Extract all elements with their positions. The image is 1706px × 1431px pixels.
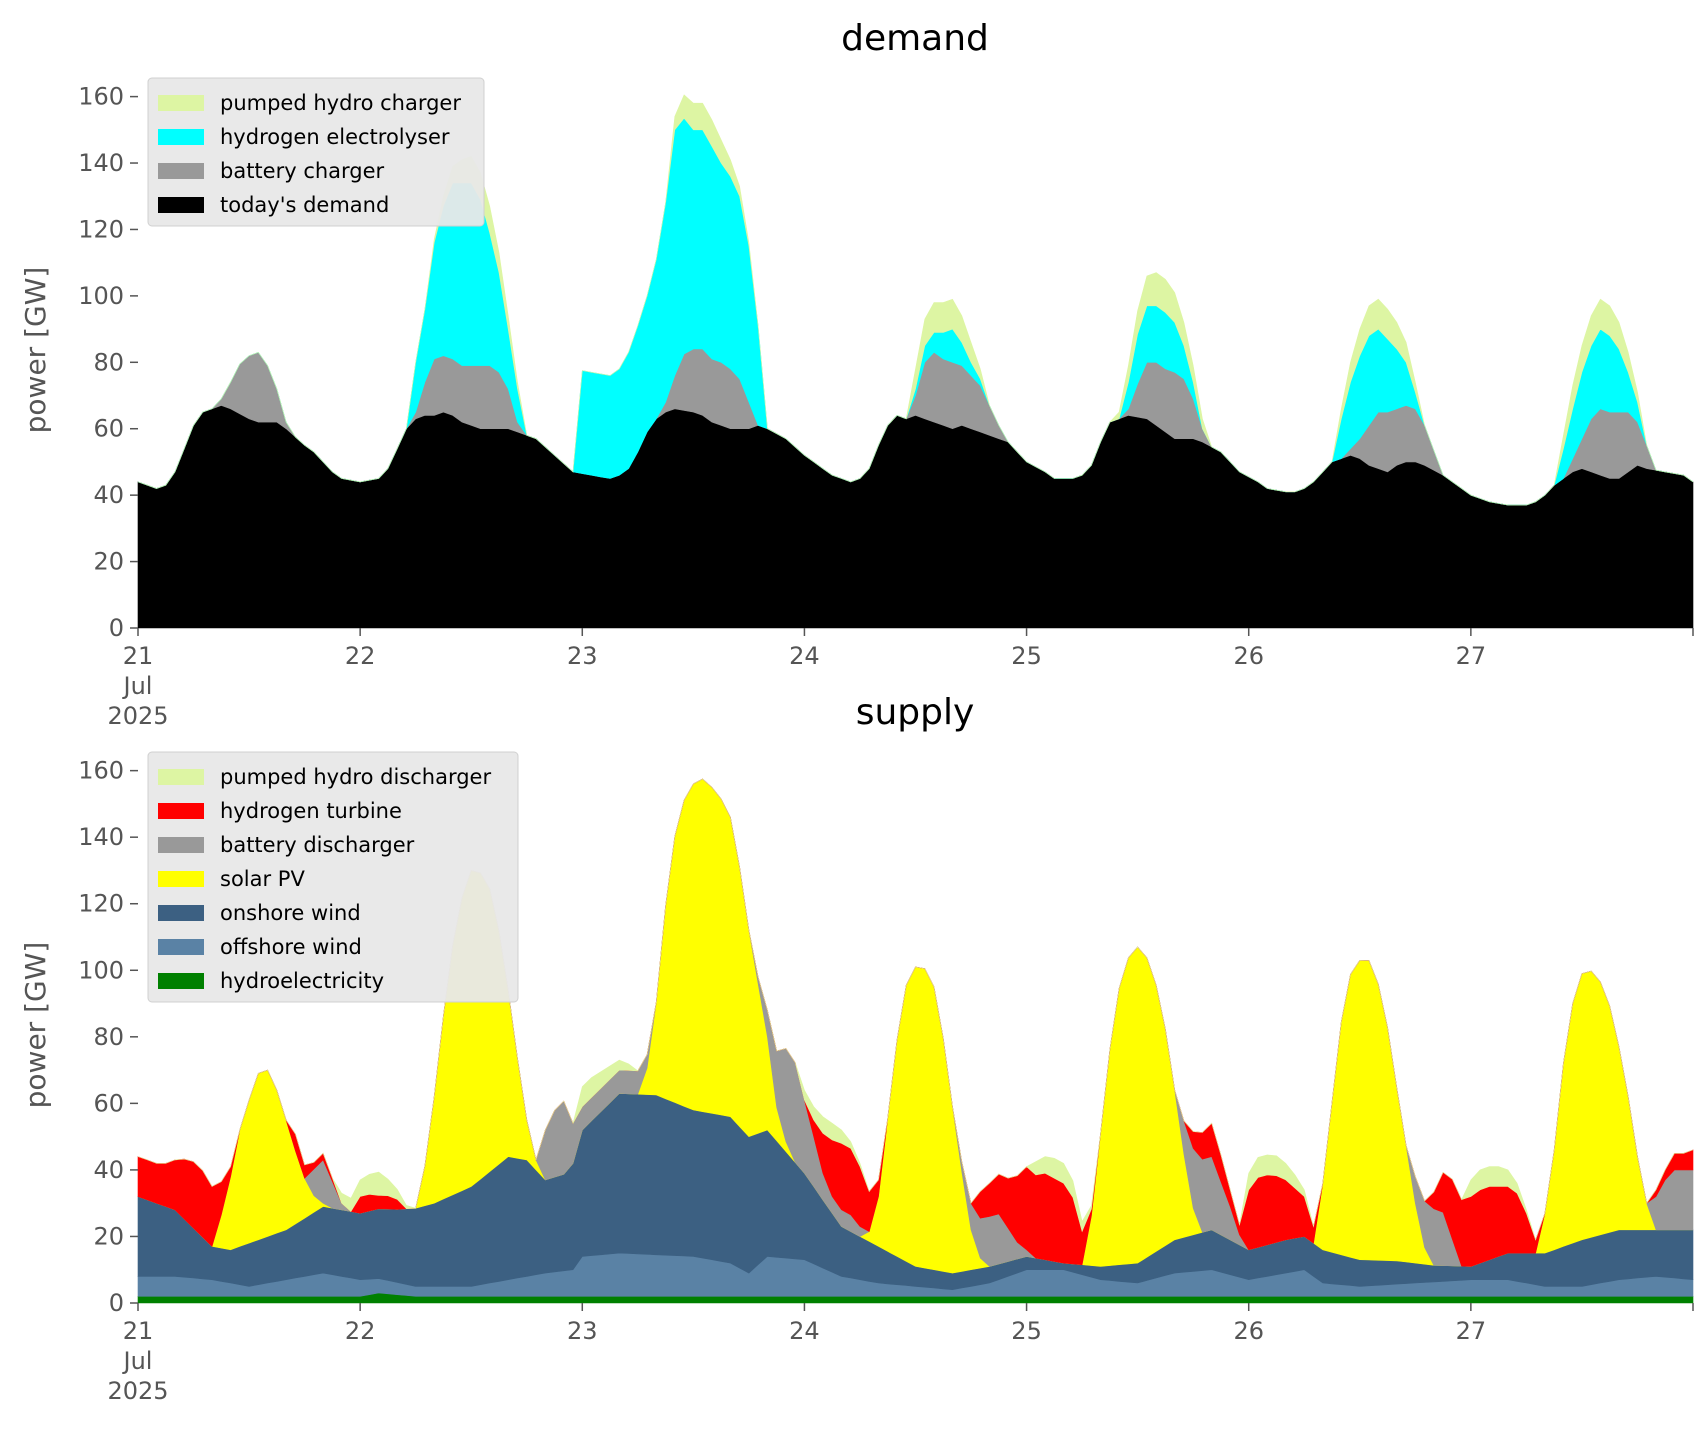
ytick-label: 40 [93, 481, 124, 509]
xtick-label: 21 [123, 642, 154, 670]
legend-box [147, 77, 485, 227]
legend-swatch-battery-discharger [158, 837, 204, 853]
legend-swatch-solar-pv [158, 871, 204, 887]
supply-panel: supply power [GW] 0 20 40 60 80 100 120 140 160 2… [19, 692, 1694, 1405]
ytick-label: 160 [78, 83, 124, 111]
ytick-label: 140 [78, 823, 124, 851]
area-pumped-hydro-charger [137, 94, 1694, 506]
ytick-label: 100 [78, 956, 124, 984]
ytick-label: 160 [78, 757, 124, 785]
legend-box [147, 751, 519, 1003]
xtick-label: 22 [345, 642, 376, 670]
legend-label-hydroelectricity: hydroelectricity [220, 969, 384, 993]
ytick-label: 140 [78, 149, 124, 177]
legend-label-pumped-hydro-discharger: pumped hydro discharger [220, 765, 491, 789]
legend-label-battery-discharger: battery discharger [220, 833, 415, 857]
xtick-label: Jul [122, 672, 153, 700]
xtick-label: 2025 [107, 702, 168, 730]
legend-swatch-today-s-demand [158, 197, 204, 213]
legend-label-today-s-demand: today's demand [220, 193, 389, 217]
supply-ylabel: power [GW] [19, 942, 52, 1109]
legend-label-pumped-hydro-charger: pumped hydro charger [220, 91, 461, 115]
demand-panel: demand power [GW] 0 20 40 60 80 100 120 140 160 2… [19, 18, 1694, 730]
ytick-label: 0 [109, 1289, 124, 1317]
supply-title: supply [856, 692, 975, 733]
xtick-label: 2025 [107, 1377, 168, 1405]
xtick-label: 26 [1233, 1317, 1264, 1345]
xtick-label: 23 [567, 642, 598, 670]
legend-swatch-pumped-hydro-discharger [158, 769, 204, 785]
legend-swatch-hydrogen-electrolyser [158, 129, 204, 145]
xtick-label: 24 [789, 642, 820, 670]
ytick-label: 60 [93, 415, 124, 443]
xtick-label: Jul [122, 1347, 153, 1375]
xtick-label: 25 [1011, 1317, 1042, 1345]
xtick-label: 25 [1011, 642, 1042, 670]
ytick-label: 120 [78, 890, 124, 918]
legend-swatch-hydroelectricity [158, 973, 204, 989]
legend-swatch-offshore-wind [158, 939, 204, 955]
legend-label-offshore-wind: offshore wind [220, 935, 362, 959]
ytick-label: 20 [93, 548, 124, 576]
xtick-label: 24 [789, 1317, 820, 1345]
demand-title: demand [841, 18, 989, 59]
legend-label-solar-pv: solar PV [220, 867, 305, 891]
ytick-label: 100 [78, 282, 124, 310]
legend-swatch-battery-charger [158, 163, 204, 179]
xtick-label: 26 [1233, 642, 1264, 670]
xtick-label: 27 [1456, 1317, 1487, 1345]
xtick-label: 22 [345, 1317, 376, 1345]
ytick-label: 20 [93, 1222, 124, 1250]
legend-swatch-pumped-hydro-charger [158, 95, 204, 111]
legend-label-hydrogen-turbine: hydrogen turbine [220, 799, 402, 823]
demand-areas [137, 94, 1694, 629]
ytick-label: 80 [93, 348, 124, 376]
ytick-label: 0 [109, 614, 124, 642]
xtick-label: 23 [567, 1317, 598, 1345]
ytick-label: 40 [93, 1156, 124, 1184]
demand-ylabel: power [GW] [19, 267, 52, 434]
ytick-label: 60 [93, 1089, 124, 1117]
area-pumped-hydro-discharger [137, 778, 1694, 1241]
supply-areas [137, 778, 1694, 1304]
area-today-s-demand [137, 405, 1694, 629]
legend-swatch-hydrogen-turbine [158, 803, 204, 819]
legend-label-hydrogen-electrolyser: hydrogen electrolyser [220, 125, 450, 149]
xtick-label: 27 [1456, 642, 1487, 670]
legend-swatch-onshore-wind [158, 905, 204, 921]
legend-label-onshore-wind: onshore wind [220, 901, 361, 925]
demand-legend: pumped hydro charger hydrogen electrolyse… [147, 77, 485, 227]
supply-legend: pumped hydro discharger hydrogen turbine b… [147, 751, 519, 1003]
ytick-label: 80 [93, 1023, 124, 1051]
ytick-label: 120 [78, 215, 124, 243]
legend-label-battery-charger: battery charger [220, 159, 385, 183]
xtick-label: 21 [123, 1317, 154, 1345]
